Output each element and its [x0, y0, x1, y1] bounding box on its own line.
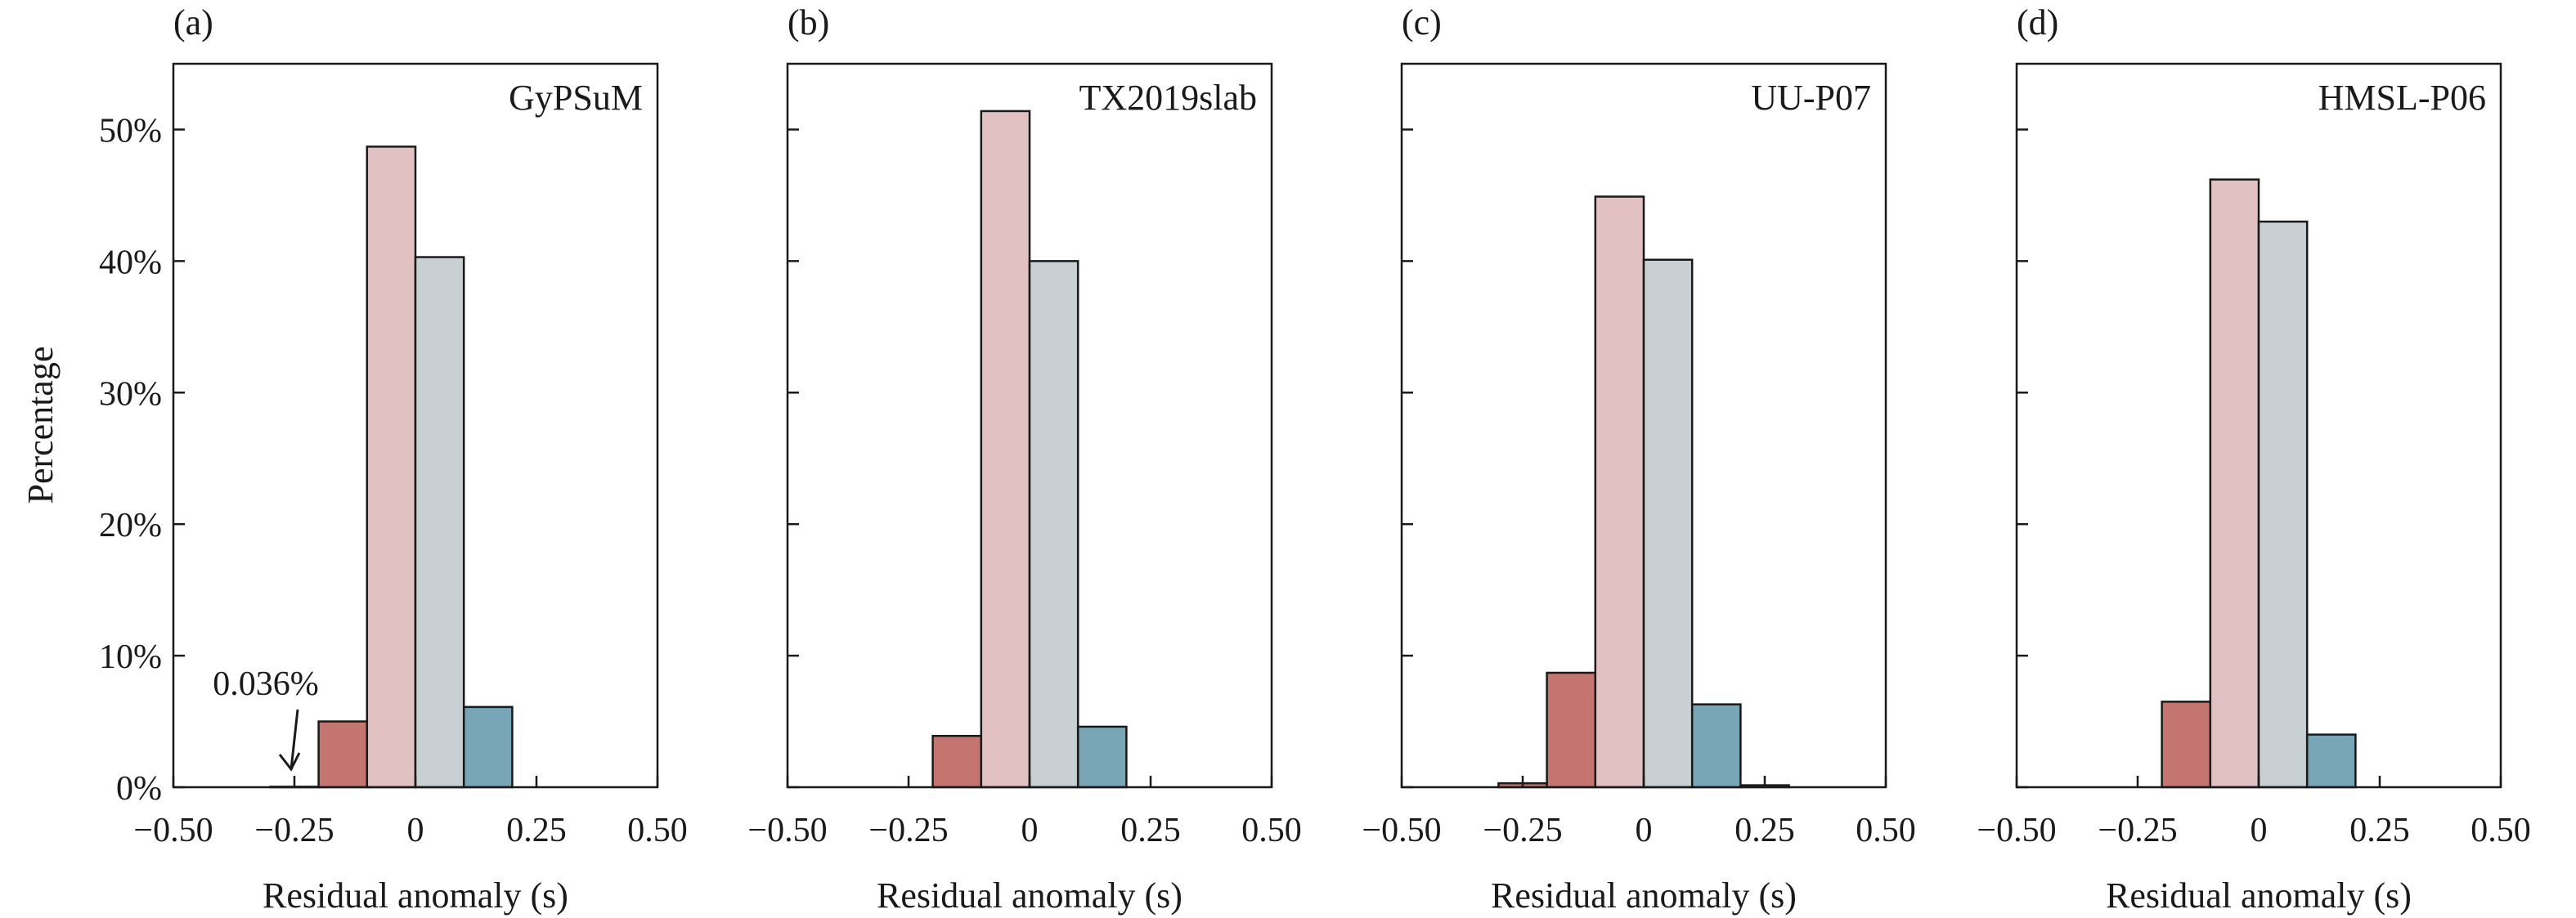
panel-3-letter: (c) — [1402, 2, 1442, 43]
panel-3-x-tick-label: 0 — [1636, 812, 1653, 849]
panel-1-annotation-arrow-head — [278, 752, 301, 772]
panel-2-x-tick-label: 0.50 — [1241, 812, 1302, 849]
panel-4-x-tick-label: −0.50 — [1977, 812, 2056, 849]
panel-4-bar-1 — [2161, 701, 2212, 789]
panel-3-x-tick-label: −0.25 — [1483, 812, 1562, 849]
panel-3-bar-4 — [1642, 258, 1694, 789]
panel-1-x-tick-label: −0.25 — [254, 812, 334, 849]
panel-1-y-tick-label: 50% — [99, 112, 162, 150]
panel-3-bar-5 — [1690, 703, 1742, 789]
panel-1-x-tick-label: −0.50 — [133, 812, 213, 849]
panel-2-bar-2 — [980, 110, 1031, 789]
panel-4-model-title: HMSL-P06 — [2318, 78, 2486, 118]
panel-1-y-tick-label: 40% — [99, 244, 162, 281]
panel-2-letter: (b) — [788, 2, 829, 43]
panel-1-y-tick-label: 30% — [99, 375, 162, 413]
panel-1-bar-5 — [462, 705, 514, 789]
panel-2-x-axis-label: Residual anomaly (s) — [877, 875, 1183, 916]
panel-1-bar-2 — [317, 720, 369, 789]
panel-1-bar-4 — [414, 256, 465, 789]
panel-1-x-axis-label: Residual anomaly (s) — [263, 875, 568, 916]
panel-2-x-tick-label: −0.25 — [868, 812, 948, 849]
panel-4-bar-3 — [2257, 220, 2309, 789]
panel-4-x-tick-label: 0.25 — [2349, 812, 2410, 849]
panel-3-x-tick-label: 0.25 — [1735, 812, 1795, 849]
panel-1-model-title: GyPSuM — [509, 78, 643, 118]
panel-4-x-tick-label: 0 — [2251, 812, 2268, 849]
panel-1-x-tick-label: 0.25 — [506, 812, 567, 849]
panel-4-x-axis-label: Residual anomaly (s) — [2106, 875, 2412, 916]
panel-1-x-tick-label: 0.50 — [627, 812, 688, 849]
panel-4-x-tick-label: −0.25 — [2098, 812, 2177, 849]
panel-2-bar-4 — [1076, 725, 1128, 789]
panel-3-model-title: UU-P07 — [1751, 78, 1871, 118]
panel-2-x-tick-label: −0.50 — [747, 812, 827, 849]
panel-2-model-title: TX2019slab — [1079, 78, 1257, 118]
panel-1-letter: (a) — [173, 2, 213, 43]
panel-1-y-tick-label: 20% — [99, 507, 162, 544]
panel-2-x-tick-label: 0.25 — [1120, 812, 1181, 849]
panel-1-annotation-arrow-line — [289, 709, 299, 770]
y-axis-label: Percentage — [20, 347, 61, 504]
panel-2-x-tick-label: 0 — [1021, 812, 1039, 849]
panel-1-y-tick-label: 10% — [99, 638, 162, 676]
panel-3-x-tick-label: 0.50 — [1856, 812, 1916, 849]
panel-1-bar-3 — [366, 146, 417, 789]
panel-4-bar-4 — [2305, 733, 2357, 789]
panel-1-annotation-label: 0.036% — [213, 665, 319, 703]
panel-1-y-tick-label: 0% — [116, 770, 162, 808]
panel-2-bar-1 — [931, 734, 983, 789]
panel-4-x-tick-label: 0.50 — [2471, 812, 2531, 849]
panel-2-bar-3 — [1028, 260, 1079, 789]
panel-3-bar-2 — [1546, 671, 1597, 789]
panel-3-x-axis-label: Residual anomaly (s) — [1491, 875, 1797, 916]
panel-3-bar-3 — [1594, 195, 1645, 789]
panel-4-bar-2 — [2209, 178, 2260, 789]
panel-3-x-tick-label: −0.50 — [1362, 812, 1441, 849]
panel-4-letter: (d) — [2017, 2, 2058, 43]
panel-1-x-tick-label: 0 — [407, 812, 424, 849]
